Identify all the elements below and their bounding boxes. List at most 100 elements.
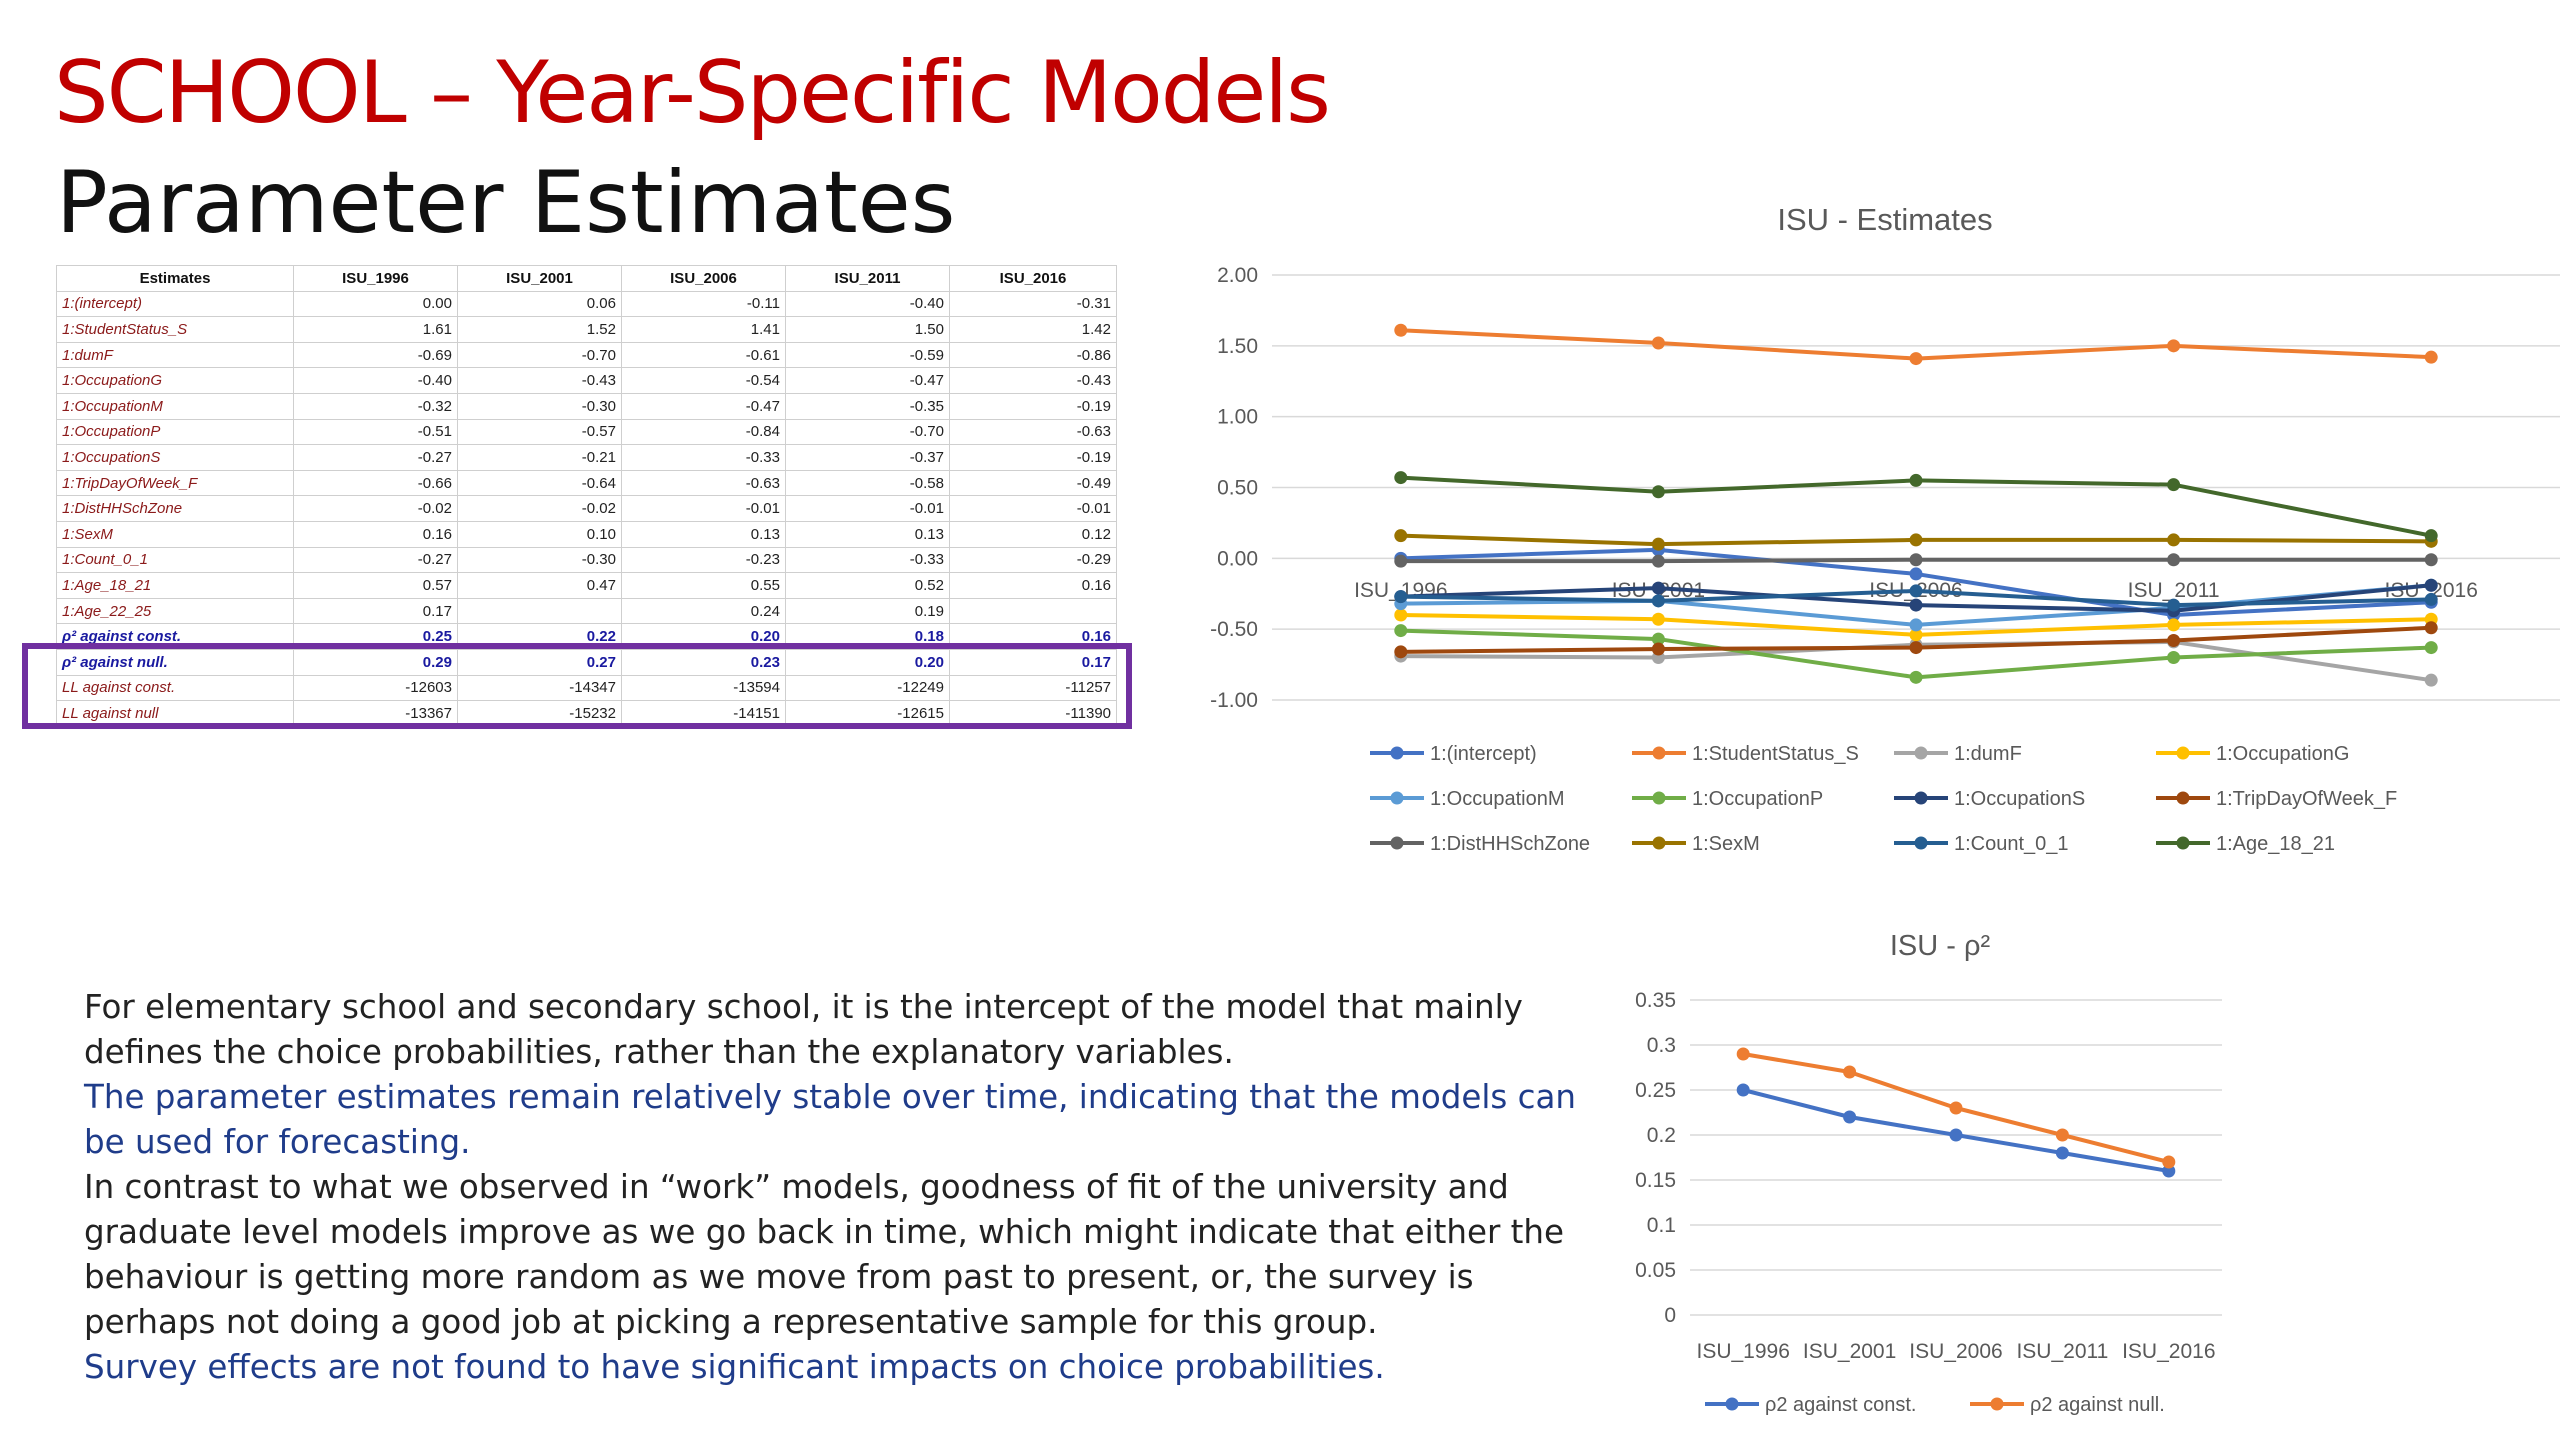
cell-value: 0.13	[621, 520, 786, 548]
cell-value: 0.10	[457, 520, 622, 548]
table-row: 1:TripDayOfWeek_F -0.66 -0.64 -0.63 -0.58 -0.…	[56, 469, 1117, 497]
cell-value: 1.50	[785, 316, 950, 343]
data-point	[1394, 554, 1408, 568]
cell-value: -0.33	[621, 444, 786, 471]
legend-label: 1:OccupationM	[1430, 788, 1565, 810]
cell-value: 0.55	[621, 572, 786, 599]
table-row: 1:dumF -0.69 -0.70 -0.61 -0.59 -0.86	[56, 341, 1117, 369]
estimates-line-chart: ISU - Estimates 2.00 1.50 1.00 0.50 0.00 -0.50…	[1210, 202, 2560, 855]
cell-value: -14347	[457, 674, 622, 702]
cell-value: -0.58	[785, 469, 950, 497]
x-tick-label: ISU_2016	[2122, 1340, 2215, 1363]
table-row: 1:Count_0_1 -0.27 -0.30 -0.23 -0.33 -0.29	[56, 546, 1117, 574]
cell-value: -0.02	[457, 495, 622, 522]
cell-value: -0.47	[621, 392, 786, 420]
cell-value: 0.19	[785, 597, 950, 625]
data-point	[2424, 350, 2438, 364]
data-point	[2424, 673, 2438, 687]
cell-value: -0.69	[293, 341, 458, 369]
data-point	[2167, 598, 2181, 612]
cell-value: -0.37	[785, 444, 950, 471]
cell-value: -0.86	[949, 341, 1117, 369]
legend-label: 1:TripDayOfWeek_F	[2216, 788, 2397, 810]
legend-marker	[1914, 836, 1928, 850]
data-point	[1651, 554, 1665, 568]
row-label: 1:OccupationP	[56, 418, 294, 446]
cell-value: -0.59	[785, 341, 950, 369]
cell-value: -0.02	[293, 495, 458, 522]
cell-value: -0.61	[621, 341, 786, 369]
cell-value: -0.01	[949, 495, 1117, 522]
data-point	[1909, 533, 1923, 547]
y-tick-label: 0.25	[1635, 1079, 1676, 1102]
data-point	[1909, 553, 1923, 567]
data-point	[2424, 529, 2438, 543]
x-tick-label: ISU_1996	[1696, 1340, 1789, 1363]
data-point	[1394, 323, 1408, 337]
table-row-ll: LL against const. -12603 -14347 -13594 -1224…	[56, 674, 1117, 702]
x-tick-label: ISU_2011	[2128, 579, 2220, 602]
legend-marker	[2176, 791, 2190, 805]
cell-value: 1.52	[457, 316, 622, 343]
legend-label: 1:Count_0_1	[1954, 833, 2069, 855]
table-row: 1:(intercept) 0.00 0.06 -0.11 -0.40 -0.31	[56, 290, 1117, 318]
data-point	[1651, 594, 1665, 608]
data-point	[1909, 670, 1923, 684]
cell-value: 0.12	[949, 520, 1117, 548]
cell-value: -0.47	[785, 367, 950, 394]
cell-value	[949, 597, 1117, 625]
y-tick-label: 0.00	[1217, 547, 1258, 570]
data-point	[1949, 1128, 1963, 1142]
y-tick-label: 0.2	[1647, 1124, 1676, 1147]
data-point	[2424, 592, 2438, 606]
data-point	[2167, 339, 2181, 353]
table-row: 1:OccupationP -0.51 -0.57 -0.84 -0.70 -0.63	[56, 418, 1117, 446]
table-header-isu_2006: ISU_2006	[621, 265, 786, 292]
legend-marker	[1652, 791, 1666, 805]
table-row: 1:DistHHSchZone -0.02 -0.02 -0.01 -0.01 -0.01	[56, 495, 1117, 522]
estimates-table-container: Estimates ISU_1996 ISU_2001 ISU_2006 ISU_201…	[56, 265, 1117, 727]
y-tick-label: 0.50	[1217, 477, 1258, 500]
y-tick-label: 0	[1664, 1304, 1676, 1327]
data-point	[1909, 598, 1923, 612]
cell-value: 0.57	[293, 572, 458, 599]
legend-label: ρ2 against const.	[1765, 1394, 1916, 1416]
summary-text: For elementary school and secondary scho…	[84, 985, 1594, 1390]
legend-label: ρ2 against null.	[2030, 1394, 2165, 1416]
legend-marker	[1914, 791, 1928, 805]
y-tick-label: 1.00	[1217, 406, 1258, 429]
legend-marker	[2176, 836, 2190, 850]
x-tick-label: ISU_2001	[1803, 1340, 1896, 1363]
row-label: LL against const.	[56, 674, 294, 702]
row-label: 1:(intercept)	[56, 290, 294, 318]
table-row: 1:OccupationG -0.40 -0.43 -0.54 -0.47 -0.43	[56, 367, 1117, 394]
data-point	[2162, 1164, 2176, 1178]
data-point	[2167, 553, 2181, 567]
table-header-isu_2011: ISU_2011	[785, 265, 950, 292]
cell-value: -0.54	[621, 367, 786, 394]
table-header-isu_1996: ISU_1996	[293, 265, 458, 292]
cell-value: -0.30	[457, 392, 622, 420]
row-label: 1:OccupationG	[56, 367, 294, 394]
rho-line-chart: ISU - ρ² 0.35 0.3 0.25 0.2 0.15 0.1 0.05 0 ISU_19…	[1635, 930, 2222, 1416]
cell-value: -0.21	[457, 444, 622, 471]
cell-value: -0.84	[621, 418, 786, 446]
cell-value: 0.20	[785, 648, 950, 676]
cell-value: -0.33	[785, 546, 950, 574]
table-row: 1:SexM 0.16 0.10 0.13 0.13 0.12	[56, 520, 1117, 548]
cell-value: -0.11	[621, 290, 786, 318]
legend-marker	[1390, 836, 1404, 850]
data-point	[2167, 634, 2181, 647]
chart-title: ISU - ρ²	[1890, 930, 1991, 962]
legend-label: 1:DistHHSchZone	[1430, 833, 1590, 855]
y-tick-label: -1.00	[1210, 689, 1258, 712]
cell-value: -0.63	[949, 418, 1117, 446]
cell-value: -13367	[293, 700, 458, 727]
data-point	[1909, 473, 1923, 487]
rho-highlight-box	[22, 643, 1132, 729]
cell-value: -0.19	[949, 444, 1117, 471]
table-header-isu_2001: ISU_2001	[457, 265, 622, 292]
cell-value: -0.23	[621, 546, 786, 574]
legend-label: 1:Age_18_21	[2216, 833, 2335, 855]
data-point	[1736, 1083, 1750, 1097]
